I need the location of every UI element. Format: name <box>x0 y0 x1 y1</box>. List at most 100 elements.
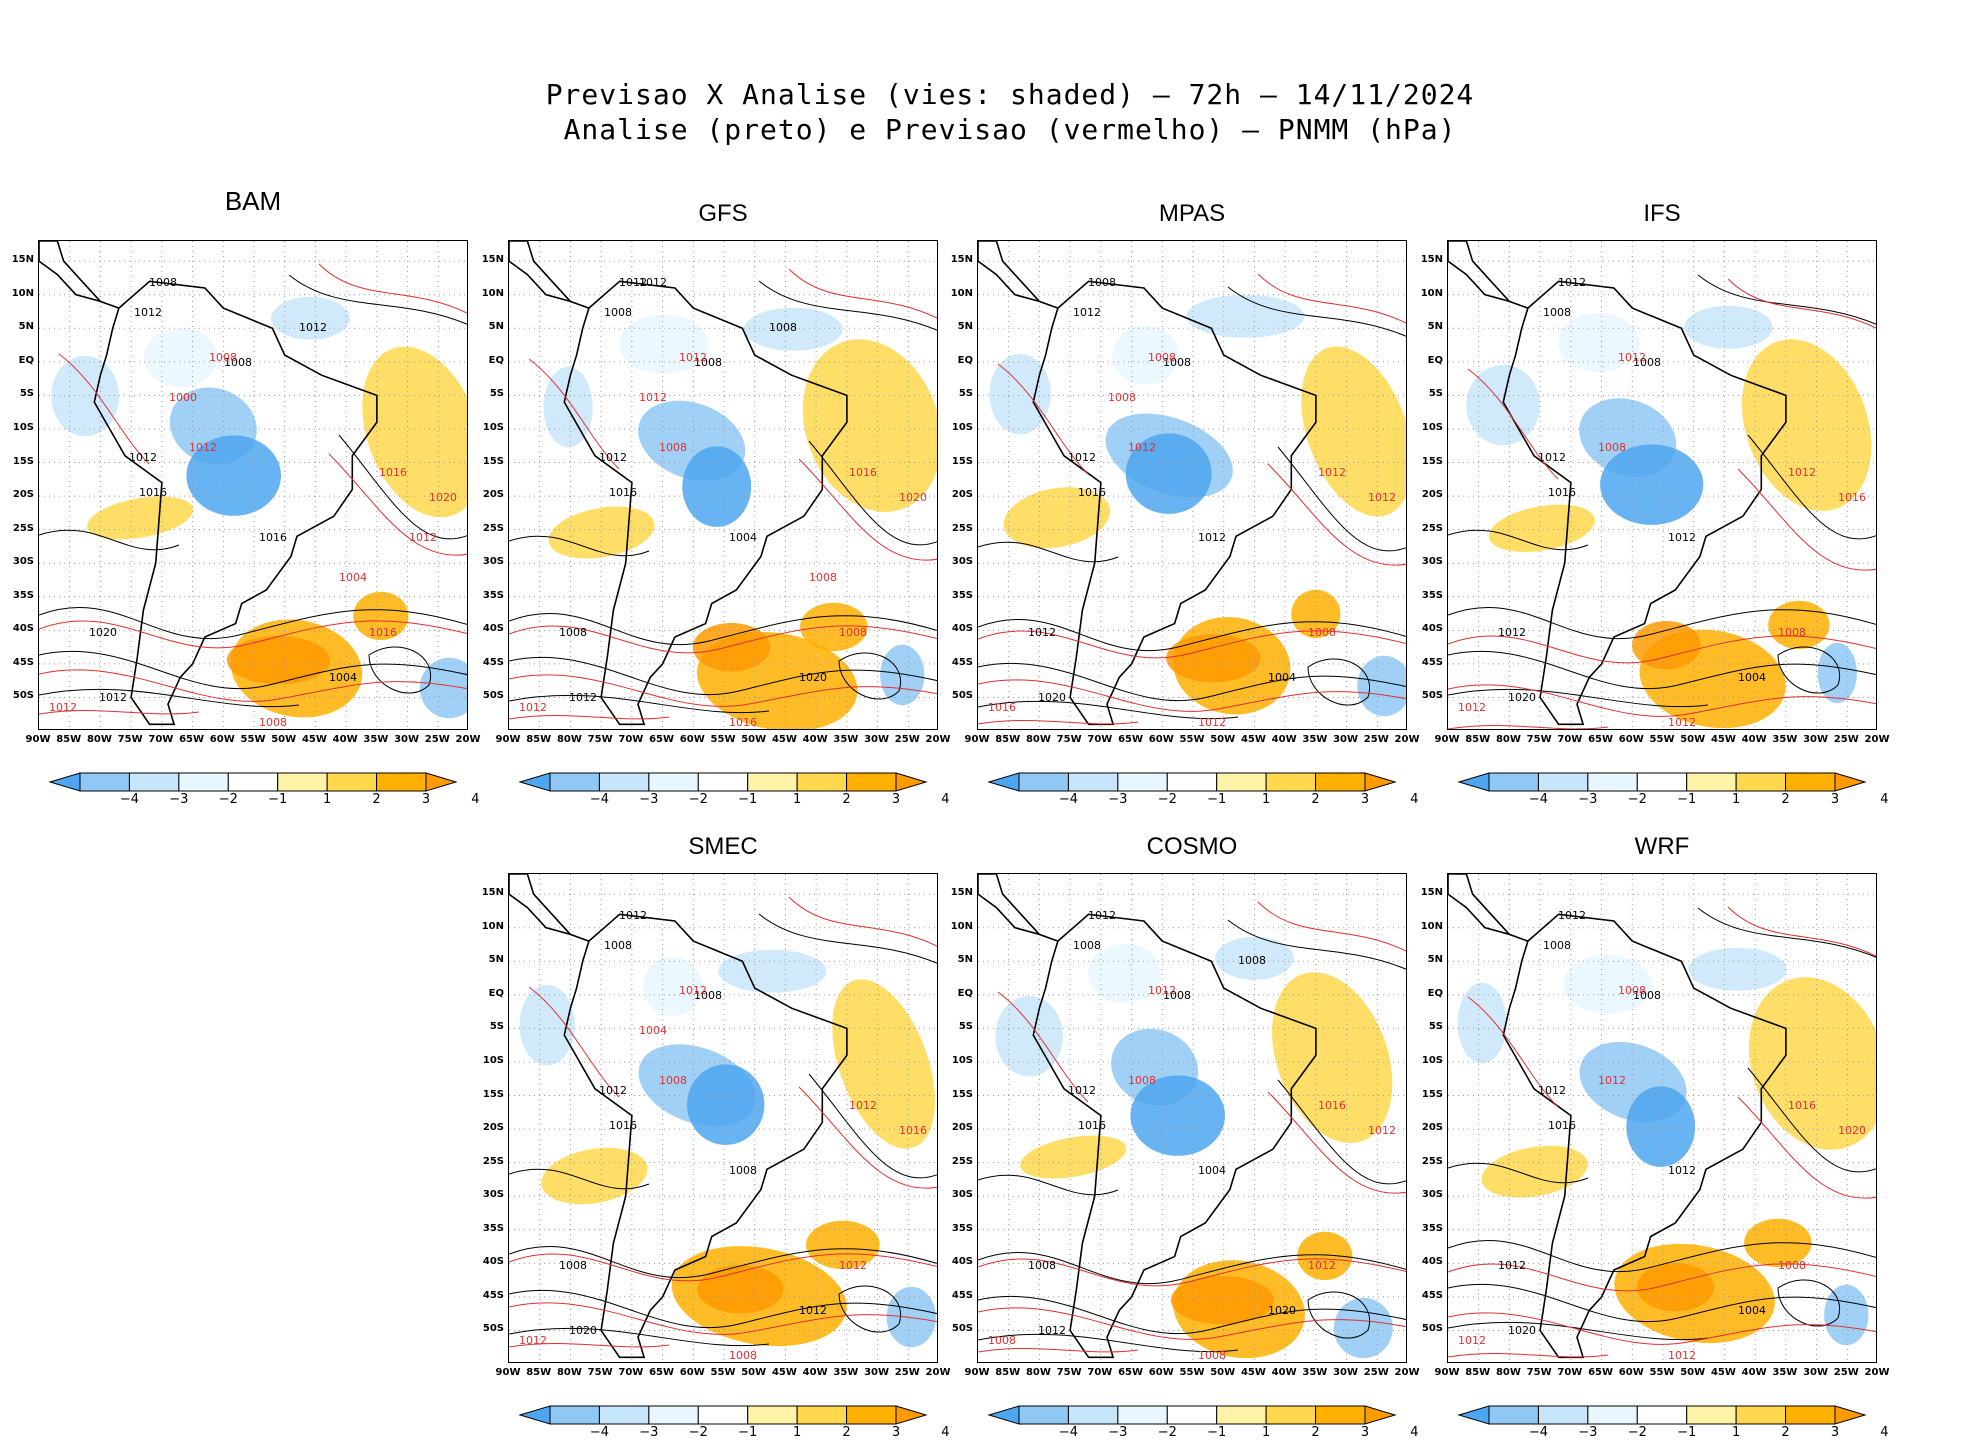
latitude-label: 40S <box>951 1256 973 1268</box>
longitude-label: 25W <box>1363 1367 1389 1378</box>
forecast-isobar-label: 1012 <box>1668 716 1696 729</box>
latitude-label: 40S <box>1421 623 1443 635</box>
latitude-label: 5N <box>1427 321 1443 333</box>
colorbar-swatch <box>1067 772 1119 792</box>
analysis-isobar-label: 1012 <box>1198 531 1226 544</box>
analysis-isobar-label: 1020 <box>569 1324 597 1337</box>
latitude-label: 15N <box>481 254 504 266</box>
forecast-isobar <box>1467 996 1559 1108</box>
latitude-label: EQ <box>1427 987 1443 999</box>
analysis-isobar-label: 1004 <box>1738 1304 1766 1317</box>
bias-area <box>1130 1075 1226 1156</box>
panel-title: BAM <box>224 186 282 216</box>
longitude-label: 30W <box>864 734 890 745</box>
longitude-label: 40W <box>1741 734 1767 745</box>
latitude-label: 15S <box>1421 455 1443 467</box>
longitude-label: 30W <box>1803 734 1829 745</box>
colorbar-swatch <box>796 772 848 792</box>
forecast-isobar-label: 1012 <box>1148 984 1176 997</box>
latitude-label: 15N <box>11 254 34 266</box>
latitude-label: 10S <box>482 1054 504 1066</box>
analysis-isobar-label: 1016 <box>259 531 287 544</box>
forecast-isobar <box>1257 901 1406 952</box>
forecast-isobar-label: 1012 <box>839 1259 867 1272</box>
forecast-isobar <box>788 268 937 319</box>
analysis-isobar <box>1448 1283 1876 1323</box>
analysis-isobar-label: 1008 <box>1163 356 1191 369</box>
colorbar-swatch <box>987 1405 1020 1425</box>
latitude-label: 50S <box>482 1323 504 1335</box>
longitude-label: 70W <box>618 734 644 745</box>
bias-area <box>1125 433 1212 514</box>
analysis-isobar-label: 1016 <box>609 1119 637 1132</box>
latitude-label: 15S <box>482 455 504 467</box>
forecast-isobar-label: 1012 <box>1308 1259 1336 1272</box>
colorbar-label: 1 <box>793 792 802 807</box>
analysis-isobar <box>1697 274 1876 325</box>
bias-area <box>800 602 868 652</box>
latitude-label: 5S <box>958 388 973 400</box>
colorbar-swatch <box>1834 772 1867 792</box>
longitude-label: 90W <box>495 1367 521 1378</box>
forecast-isobar-label: 1008 <box>1778 1259 1806 1272</box>
forecast-isobar <box>509 674 937 707</box>
analysis-isobar <box>978 1295 1406 1335</box>
latitude-label: 20S <box>951 1122 973 1134</box>
colorbar-label: 1 <box>1732 1425 1741 1440</box>
colorbar-label: 4 <box>941 792 950 807</box>
latitude-label: 35S <box>951 589 973 601</box>
latitude-label: 40S <box>12 623 34 635</box>
longitude-label: 80W <box>556 734 582 745</box>
forecast-isobar-label: 1008 <box>1598 441 1626 454</box>
bias-area <box>697 1265 784 1314</box>
analysis-isobar <box>1448 606 1876 640</box>
analysis-isobar <box>509 1289 937 1329</box>
forecast-isobar-label: 1016 <box>369 626 397 639</box>
colorbar-label: 3 <box>1360 1425 1370 1440</box>
bias-area <box>1558 312 1640 372</box>
colorbar-label: −3 <box>639 792 659 807</box>
latitude-label: 15N <box>481 887 504 899</box>
longitude-label: 75W <box>587 734 613 745</box>
analysis-isobar-label: 1012 <box>1498 626 1526 639</box>
longitude-label: 60W <box>1618 1367 1644 1378</box>
forecast-isobar-label: 1016 <box>1788 1099 1816 1112</box>
longitude-label: 50W <box>1210 1367 1236 1378</box>
latitude-label: 10S <box>12 421 34 433</box>
colorbar-swatch <box>1216 772 1267 792</box>
analysis-isobar-label: 1004 <box>1268 671 1296 684</box>
forecast-isobar-label: 1016 <box>1838 491 1866 504</box>
analysis-isobar-label: 1012 <box>569 691 597 704</box>
latitude-label: 30S <box>1421 1189 1443 1201</box>
analysis-isobar-label: 1008 <box>729 1164 757 1177</box>
longitude-label: 35W <box>833 734 859 745</box>
map-canvas: 1012100810081012101610081020101210041008… <box>509 874 937 1362</box>
longitude-label: 90W <box>495 734 521 745</box>
colorbar-swatch <box>1488 772 1539 792</box>
longitude-label: 75W <box>1056 1367 1082 1378</box>
analysis-isobar-label: 1016 <box>1078 486 1106 499</box>
latitude-label: 50S <box>1421 1323 1443 1335</box>
latitude-label: 10S <box>951 421 973 433</box>
colorbar-swatch <box>1587 1405 1638 1425</box>
bias-area <box>1020 1135 1127 1179</box>
colorbar-label: 1 <box>1732 792 1741 807</box>
colorbar-swatch <box>518 772 551 792</box>
latitude-label: 15N <box>1420 254 1443 266</box>
longitude-label: 30W <box>394 734 420 745</box>
colorbar-swatch <box>1166 772 1218 792</box>
colorbar-swatch <box>1686 772 1737 792</box>
bias-area <box>886 1286 936 1348</box>
bias-area <box>880 644 925 706</box>
analysis-isobar <box>288 274 467 325</box>
bias-area <box>995 995 1063 1077</box>
forecast-isobar-label: 1020 <box>429 491 457 504</box>
colorbar-swatch <box>1216 1405 1267 1425</box>
colorbar: −4 −3 −2 −1 1 2 3 4 <box>1447 1405 1889 1445</box>
coastline <box>1448 241 1529 309</box>
latitude-label: 15S <box>12 455 34 467</box>
latitude-label: 15N <box>950 887 973 899</box>
longitude-label: 75W <box>117 734 143 745</box>
latitude-label: 20S <box>482 489 504 501</box>
analysis-isobar-label: 1016 <box>1078 1119 1106 1132</box>
